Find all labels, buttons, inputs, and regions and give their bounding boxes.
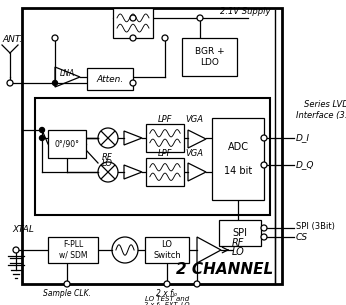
Circle shape	[261, 135, 267, 141]
Circle shape	[39, 135, 45, 141]
Text: RF: RF	[102, 153, 113, 163]
Text: Sample CLK.: Sample CLK.	[43, 289, 91, 297]
Circle shape	[162, 35, 168, 41]
Bar	[182, 38, 237, 76]
Circle shape	[53, 81, 57, 85]
Text: LPF: LPF	[158, 149, 172, 157]
Bar	[113, 8, 153, 38]
Bar	[145, 237, 189, 263]
Text: SPI: SPI	[233, 228, 247, 238]
Text: LO TEST and: LO TEST and	[145, 296, 189, 302]
Text: D_I: D_I	[296, 134, 310, 142]
Bar	[35, 98, 270, 215]
Text: 2 x fₗₒ: 2 x fₗₒ	[156, 289, 177, 297]
Bar	[22, 8, 282, 284]
Text: BGR +
LDO: BGR + LDO	[195, 47, 224, 67]
Text: VGA: VGA	[185, 149, 203, 157]
Text: F-PLL
w/ SDM: F-PLL w/ SDM	[59, 240, 87, 260]
Circle shape	[261, 225, 267, 231]
Circle shape	[13, 247, 19, 253]
Circle shape	[130, 80, 136, 86]
Text: LO: LO	[232, 247, 245, 257]
Circle shape	[130, 35, 136, 41]
Text: VGA: VGA	[185, 114, 203, 124]
Text: LNA: LNA	[60, 70, 75, 78]
Circle shape	[164, 281, 170, 287]
Text: XTAL: XTAL	[12, 225, 34, 235]
Bar	[87, 68, 133, 90]
Bar	[146, 124, 184, 152]
Text: SPI (3Bit): SPI (3Bit)	[296, 221, 335, 231]
Text: LO: LO	[102, 160, 113, 168]
Circle shape	[52, 35, 58, 41]
Text: LPF: LPF	[158, 114, 172, 124]
Circle shape	[130, 15, 136, 21]
Text: 2 CHANNEL: 2 CHANNEL	[176, 263, 274, 278]
Text: 2.1V Supply: 2.1V Supply	[220, 8, 271, 16]
Circle shape	[194, 281, 200, 287]
Circle shape	[39, 127, 45, 132]
Text: Series LVDS
Interface (3.3V): Series LVDS Interface (3.3V)	[296, 100, 346, 120]
Circle shape	[261, 162, 267, 168]
Circle shape	[197, 15, 203, 21]
Text: LO
Switch: LO Switch	[153, 240, 181, 260]
Text: CS: CS	[296, 232, 308, 242]
Text: RF: RF	[232, 238, 244, 248]
Circle shape	[261, 234, 267, 240]
Circle shape	[64, 281, 70, 287]
Bar	[48, 237, 98, 263]
Text: 2 x fₗₒ EXT. LO: 2 x fₗₒ EXT. LO	[144, 302, 190, 305]
Text: ADC

14 bit: ADC 14 bit	[224, 142, 252, 176]
Text: Atten.: Atten.	[97, 74, 124, 84]
Text: ANT.: ANT.	[2, 34, 22, 44]
Bar	[48, 130, 86, 158]
Bar	[212, 118, 264, 200]
Circle shape	[7, 80, 13, 86]
Text: D_Q: D_Q	[296, 160, 315, 170]
Bar	[219, 220, 261, 246]
Bar	[146, 158, 184, 186]
Text: 0°/90°: 0°/90°	[55, 139, 80, 149]
